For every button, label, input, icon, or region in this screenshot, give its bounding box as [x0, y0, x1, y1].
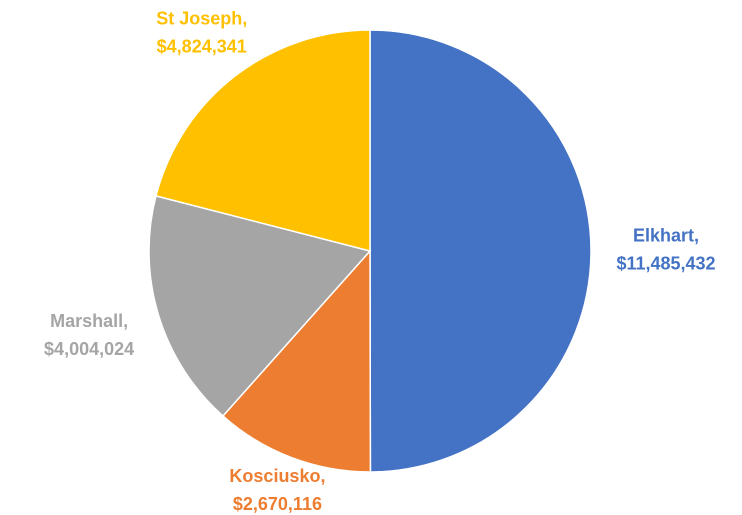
pie-slice — [155, 29, 371, 252]
data-label-name: Marshall, — [50, 311, 128, 331]
data-label-name: St Joseph, — [156, 9, 247, 29]
data-label-name: Elkhart, — [633, 225, 699, 245]
data-label-value: $4,004,024 — [44, 339, 134, 359]
data-label-value: $2,670,116 — [233, 494, 322, 514]
data-label-value: $11,485,432 — [616, 253, 715, 273]
pie-slice — [221, 249, 372, 473]
data-label-name: Kosciusko, — [229, 466, 325, 486]
pie-slice — [369, 29, 592, 473]
pie-slice — [148, 194, 372, 418]
data-label-value: $4,824,341 — [157, 37, 247, 57]
